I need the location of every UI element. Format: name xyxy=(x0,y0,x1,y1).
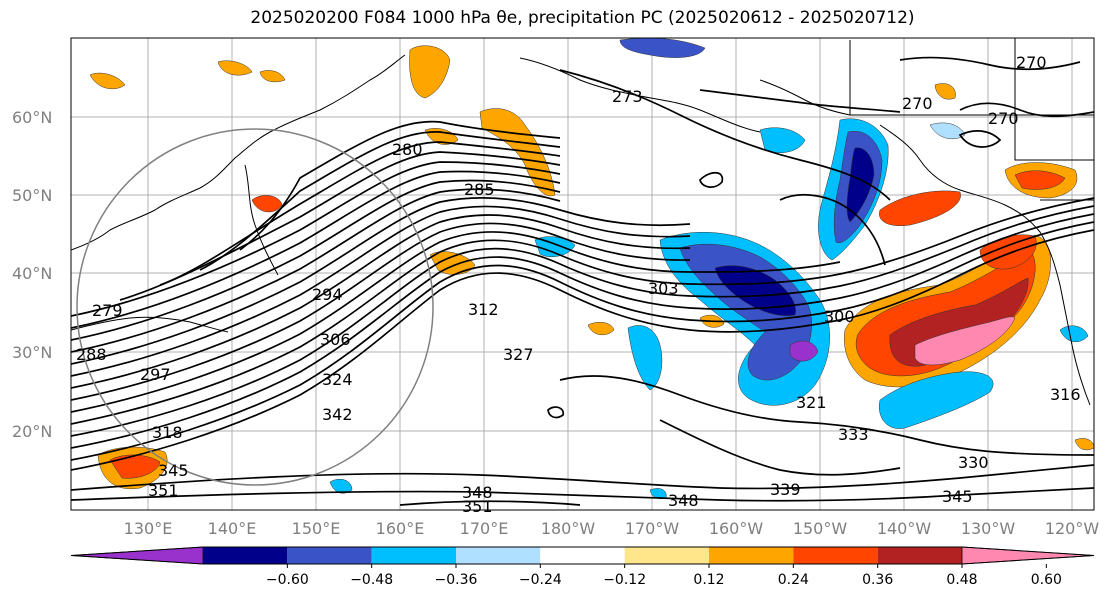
colorbar-extend-min xyxy=(70,546,204,565)
colorbar-frame xyxy=(70,546,1095,565)
contour-label: 351 xyxy=(148,481,179,500)
colorbar-extend-max xyxy=(961,546,1095,565)
contour-label: 279 xyxy=(92,301,123,320)
contour-label: 273 xyxy=(612,87,643,106)
lon-label: 180°W xyxy=(541,519,596,538)
colorbar-segment xyxy=(793,547,878,564)
contour-label: 348 xyxy=(668,491,699,510)
colorbar-tick-label: 0.60 xyxy=(1031,572,1062,588)
contour-label: 280 xyxy=(392,140,423,159)
colorbar-tick-label: 0.12 xyxy=(693,572,724,588)
contour-label: 330 xyxy=(958,453,989,472)
contour-label: 345 xyxy=(158,461,189,480)
contour-label: 270 xyxy=(902,94,933,113)
coastlines xyxy=(71,38,1094,406)
contour-label: 306 xyxy=(320,330,351,349)
colorbar-segment xyxy=(456,547,541,564)
lat-label: 50°N xyxy=(12,186,52,205)
contour-label: 288 xyxy=(76,345,107,364)
contour-label: 285 xyxy=(464,180,495,199)
colorbar-tick-label: −0.12 xyxy=(603,572,646,588)
colorbar-tick-label: 0.36 xyxy=(862,572,893,588)
map-content xyxy=(71,38,1094,510)
colorbar-segment xyxy=(371,547,456,564)
lat-label: 30°N xyxy=(12,343,52,362)
lat-label: 20°N xyxy=(12,422,52,441)
contour-label: 348 xyxy=(462,483,493,502)
contour-label: 339 xyxy=(770,480,801,499)
contour-label: 312 xyxy=(468,300,499,319)
colorbar-segment xyxy=(709,547,794,564)
lon-label: 120°W xyxy=(1045,519,1100,538)
lon-label: 140°W xyxy=(877,519,932,538)
lon-label: 130°W xyxy=(961,519,1016,538)
colorbar-segment xyxy=(540,547,625,564)
contour-label: 270 xyxy=(988,109,1019,128)
contour-label: 324 xyxy=(322,370,353,389)
lat-label: 40°N xyxy=(12,264,52,283)
contour-label: 300 xyxy=(824,307,855,326)
highlight-circle xyxy=(76,128,434,486)
colorbar-tick-label: −0.48 xyxy=(350,572,393,588)
lon-labels: 130°E 140°E 150°E 160°E 170°E 180°W 170°… xyxy=(124,519,1100,538)
colorbar-tick-label: −0.24 xyxy=(519,572,562,588)
lon-label: 150°W xyxy=(793,519,848,538)
lon-label: 160°W xyxy=(709,519,764,538)
lon-label: 130°E xyxy=(124,519,173,538)
gridlines xyxy=(71,38,1094,510)
map-title: 2025020200 F084 1000 hPa θe, precipitati… xyxy=(250,8,915,28)
lon-label: 170°E xyxy=(460,519,509,538)
contour-label: 318 xyxy=(152,423,183,442)
contour-label: 333 xyxy=(838,425,869,444)
contour-label: 342 xyxy=(322,405,353,424)
colorbar: −0.60 −0.48 −0.36 −0.24 −0.12 0.12 0.24 0.36 0.4… xyxy=(70,546,1095,588)
colorbar-segment xyxy=(287,547,372,564)
contour-label: 303 xyxy=(648,279,679,298)
lat-labels: 60°N 50°N 40°N 30°N 20°N xyxy=(12,108,52,441)
contour-label: 327 xyxy=(503,345,534,364)
theta-e-contours xyxy=(71,56,1094,506)
contour-label: 297 xyxy=(140,365,171,384)
contour-label: 270 xyxy=(1016,53,1047,72)
colorbar-tick-label: 0.24 xyxy=(778,572,809,588)
colorbar-tick-label: 0.48 xyxy=(946,572,977,588)
colorbar-segment xyxy=(877,547,962,564)
contour-label: 345 xyxy=(942,487,973,506)
lon-label: 160°E xyxy=(376,519,425,538)
contour-labels: 270 270 270 273 280 285 279 294 306 324 … xyxy=(76,53,1081,516)
lat-label: 60°N xyxy=(12,108,52,127)
lon-label: 140°E xyxy=(208,519,257,538)
contour-label: 321 xyxy=(796,393,827,412)
contour-label: 316 xyxy=(1050,385,1081,404)
contour-label: 294 xyxy=(312,285,343,304)
colorbar-tick-label: −0.36 xyxy=(435,572,478,588)
colorbar-segment xyxy=(624,547,709,564)
colorbar-tick-label: −0.60 xyxy=(266,572,309,588)
lon-label: 150°E xyxy=(292,519,341,538)
lon-label: 170°W xyxy=(625,519,680,538)
contour-label: 351 xyxy=(462,497,493,516)
colorbar-segment xyxy=(203,547,288,564)
